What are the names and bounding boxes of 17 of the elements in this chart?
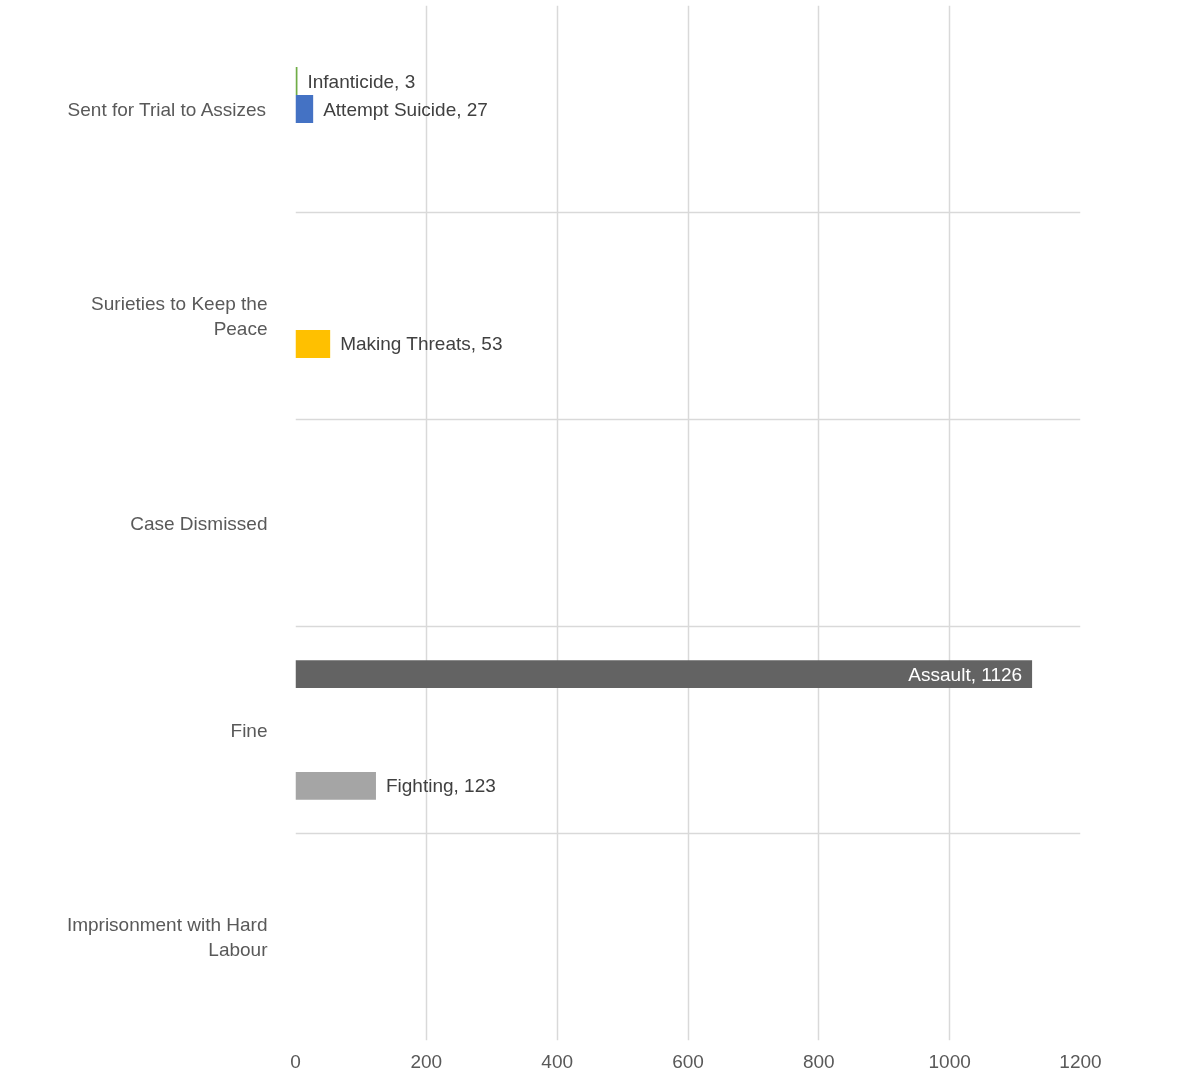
x-tick-label: 400 — [541, 1050, 574, 1072]
y-tick-label: Surieties to Keep the Peace — [91, 292, 268, 340]
x-tick-label: 1000 — [928, 1050, 971, 1072]
data-label: Attempt Suicide, 27 — [323, 98, 488, 120]
x-tick-label: 0 — [290, 1050, 301, 1072]
y-tick-label: Sent for Trial to Assizes — [67, 98, 267, 120]
y-tick-label: Case Dismissed — [130, 512, 268, 534]
y-tick-label: Imprisonment with Hard Labour — [66, 913, 269, 961]
data-label: Assault, 1126 — [908, 663, 1023, 685]
data-label: Fighting, 123 — [385, 775, 496, 797]
x-tick-label: 600 — [672, 1050, 704, 1072]
x-tick-label: 200 — [410, 1050, 443, 1072]
x-tick-label: 1200 — [1059, 1050, 1102, 1072]
data-label: Infanticide, 3 — [307, 70, 416, 92]
data-label: Making Threats, 53 — [340, 333, 503, 355]
x-tick-label: 800 — [802, 1050, 835, 1072]
y-tick-label: Fine — [230, 719, 268, 741]
